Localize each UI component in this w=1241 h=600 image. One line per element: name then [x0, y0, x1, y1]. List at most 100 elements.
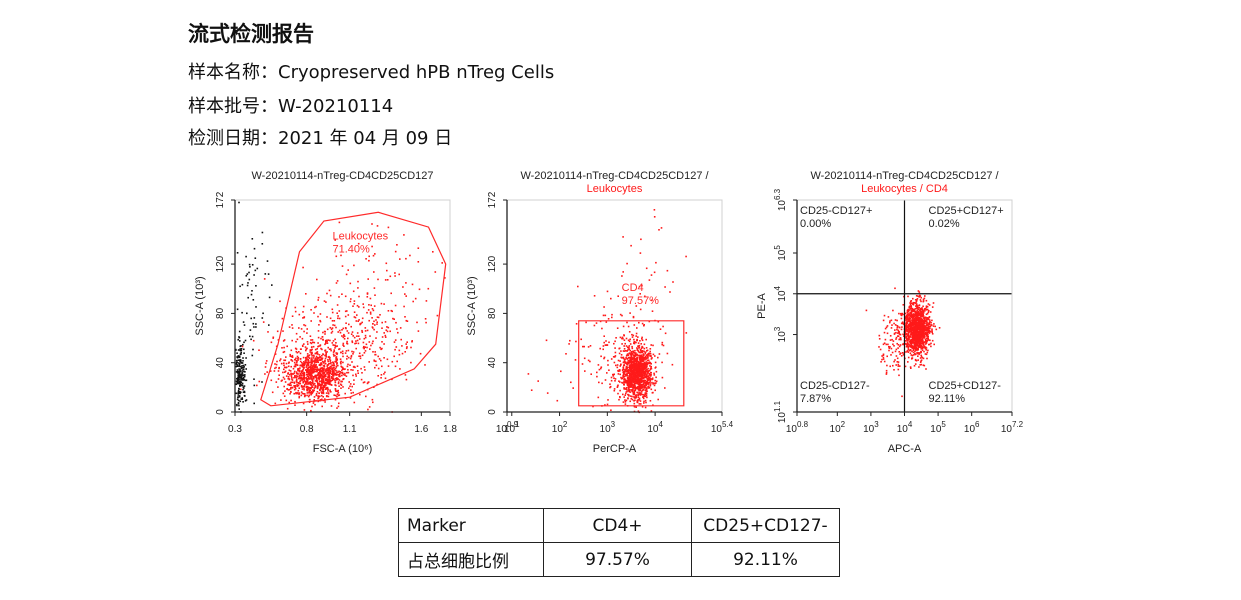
- event-dot: [634, 358, 636, 361]
- event-dot: [638, 361, 641, 364]
- event-dot: [322, 353, 325, 356]
- event-dot: [919, 339, 921, 342]
- event-dot: [622, 366, 625, 368]
- event-dot: [305, 348, 308, 350]
- event-dot: [244, 379, 247, 382]
- event-dot: [631, 382, 633, 384]
- event-dot: [651, 377, 654, 379]
- event-dot: [330, 377, 333, 379]
- event-dot: [882, 353, 885, 356]
- event-dot: [294, 375, 296, 377]
- event-dot: [904, 312, 907, 315]
- event-dot: [335, 390, 337, 392]
- event-dot: [925, 333, 928, 335]
- gate-polygon: [260, 211, 447, 407]
- event-dot: [305, 360, 307, 363]
- event-dot: [287, 389, 290, 391]
- event-dot: [255, 285, 257, 287]
- event-dot: [889, 320, 891, 322]
- event-dot: [242, 343, 244, 346]
- event-dot: [361, 372, 363, 374]
- event-dot: [305, 383, 308, 385]
- event-dot: [357, 342, 360, 345]
- event-dot: [329, 389, 331, 391]
- event-dot: [349, 397, 352, 399]
- event-dot: [309, 372, 311, 374]
- event-dot: [920, 321, 922, 324]
- event-dot: [932, 325, 935, 327]
- x-tick-label: 104: [647, 420, 663, 435]
- event-dot: [314, 403, 316, 406]
- event-dot: [620, 350, 622, 352]
- event-dot: [312, 364, 315, 367]
- event-dot: [243, 390, 246, 393]
- event-dot: [630, 374, 632, 377]
- event-dot: [910, 332, 913, 335]
- event-dot: [284, 381, 287, 383]
- event-dot: [359, 355, 362, 357]
- event-dot: [363, 366, 366, 368]
- event-dot: [323, 373, 326, 375]
- event-dot: [639, 356, 642, 359]
- event-dot: [308, 387, 310, 389]
- event-dot: [341, 368, 344, 370]
- event-dot: [322, 391, 325, 393]
- event-dot: [235, 403, 238, 406]
- event-dot: [381, 365, 383, 368]
- event-dot: [334, 338, 336, 341]
- event-dot: [410, 346, 412, 349]
- event-dot: [918, 313, 921, 316]
- event-dot: [362, 381, 365, 384]
- event-dot: [299, 373, 301, 375]
- event-dot: [637, 410, 640, 412]
- event-dot: [650, 355, 652, 358]
- event-dot: [889, 346, 891, 348]
- event-dot: [334, 381, 337, 384]
- event-dot: [342, 327, 345, 330]
- event-dot: [293, 386, 296, 388]
- event-dot: [918, 344, 920, 347]
- event-dot: [296, 361, 298, 364]
- event-dot: [624, 403, 627, 405]
- event-dot: [640, 372, 643, 374]
- event-dot: [648, 279, 651, 281]
- event-dot: [371, 326, 374, 328]
- event-dot: [924, 346, 926, 349]
- event-dot: [238, 356, 241, 359]
- event-dot: [326, 365, 328, 367]
- event-dot: [344, 392, 346, 395]
- event-dot: [405, 343, 407, 345]
- event-dot: [925, 321, 928, 323]
- event-dot: [651, 310, 654, 312]
- event-dot: [307, 381, 309, 384]
- event-dot: [610, 379, 613, 382]
- event-dot: [650, 358, 653, 360]
- event-dot: [371, 342, 374, 345]
- event-dot: [303, 361, 305, 363]
- event-dot: [911, 350, 913, 353]
- event-dot: [590, 373, 592, 375]
- event-dot: [624, 342, 626, 345]
- event-dot: [242, 391, 245, 393]
- event-dot: [293, 372, 296, 374]
- event-dot: [333, 355, 335, 357]
- event-dot: [341, 366, 343, 368]
- event-dot: [336, 395, 338, 398]
- event-dot: [312, 360, 315, 363]
- event-dot: [890, 354, 892, 356]
- event-dot: [253, 378, 255, 380]
- event-dot: [638, 355, 641, 357]
- event-dot: [917, 305, 919, 307]
- event-dot: [254, 257, 257, 259]
- event-dot: [404, 374, 407, 376]
- event-dot: [375, 337, 377, 339]
- event-dot: [638, 365, 640, 367]
- event-dot: [245, 399, 248, 401]
- event-dot: [317, 396, 320, 399]
- event-dot: [368, 361, 370, 363]
- event-dot: [649, 381, 651, 384]
- event-dot: [635, 364, 637, 366]
- event-dot: [387, 365, 390, 367]
- event-dot: [318, 364, 321, 366]
- event-dot: [322, 338, 324, 341]
